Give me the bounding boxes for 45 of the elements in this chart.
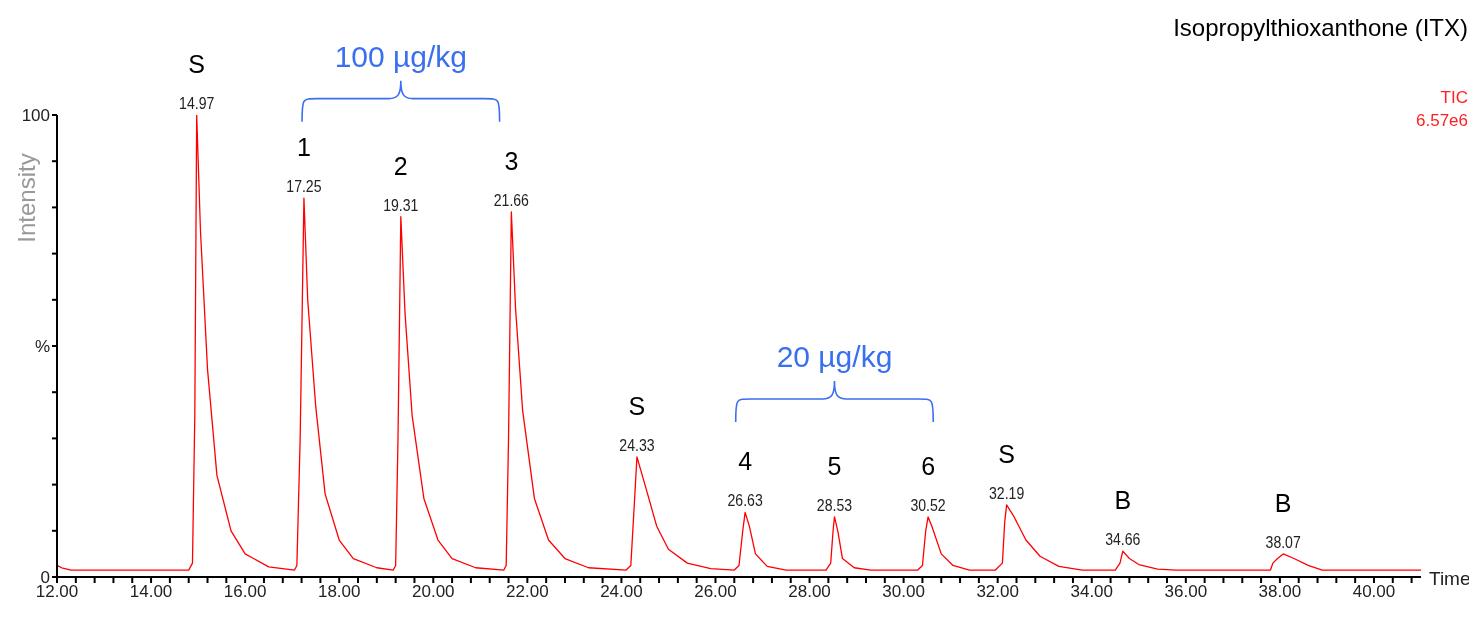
chart-title: Isopropylthioxanthone (ITX) xyxy=(1173,14,1468,41)
annotation: B xyxy=(1114,486,1132,515)
annotation: 3 xyxy=(504,147,519,176)
annotation: 21.66 xyxy=(493,191,529,210)
x-tick-label: 40.00 xyxy=(1352,582,1396,602)
text: TIC xyxy=(1440,88,1468,107)
x-tick-label: 26.00 xyxy=(694,582,737,602)
x-tick-label: 36.00 xyxy=(1164,582,1208,602)
annotation: 5 xyxy=(827,451,842,480)
annotation: B xyxy=(1274,488,1292,517)
annotation: S xyxy=(628,391,646,420)
y-axis-title: Intensity xyxy=(13,153,40,243)
annotation: 38.07 xyxy=(1265,533,1301,552)
annotation: 19.31 xyxy=(383,195,419,214)
annotation: 1 xyxy=(296,133,311,162)
annotation: 2 xyxy=(393,151,408,180)
x-tick-label: 34.00 xyxy=(1070,582,1114,602)
annotation: 4 xyxy=(738,447,753,476)
x-axis-title: Time xyxy=(1429,568,1471,589)
annotation: 28.53 xyxy=(816,496,853,515)
annotation: 32.19 xyxy=(989,484,1025,503)
x-tick-label: 14.00 xyxy=(129,582,173,602)
annotation: 30.52 xyxy=(910,496,946,515)
x-tick-label: 22.00 xyxy=(506,582,549,602)
x-tick-label: 18.00 xyxy=(317,582,361,602)
annotation: 17.25 xyxy=(286,177,322,196)
annotation: 6 xyxy=(921,451,936,480)
x-tick-label: 38.00 xyxy=(1258,582,1302,602)
x-tick-label: 16.00 xyxy=(223,582,267,602)
x-tick-label: 30.00 xyxy=(882,582,925,602)
x-tick-label: 28.00 xyxy=(788,582,831,602)
x-tick-label: 24.00 xyxy=(600,582,643,602)
annotation: 34.66 xyxy=(1105,530,1141,549)
annotation: 24.33 xyxy=(619,436,655,455)
x-tick-label: 32.00 xyxy=(976,582,1019,602)
annotation: 20 µg/kg xyxy=(776,339,893,373)
annotation: S xyxy=(188,50,206,78)
annotation: 26.63 xyxy=(727,491,763,510)
annotation: S xyxy=(998,439,1015,468)
y-tick-label: % xyxy=(34,337,50,357)
annotation: 14.97 xyxy=(179,94,215,113)
x-tick-label: 20.00 xyxy=(412,582,455,602)
text: 100 µg/kg xyxy=(334,39,468,73)
y-tick-label: 100 xyxy=(21,106,50,126)
annotation: 6.57e6 xyxy=(1416,111,1468,130)
